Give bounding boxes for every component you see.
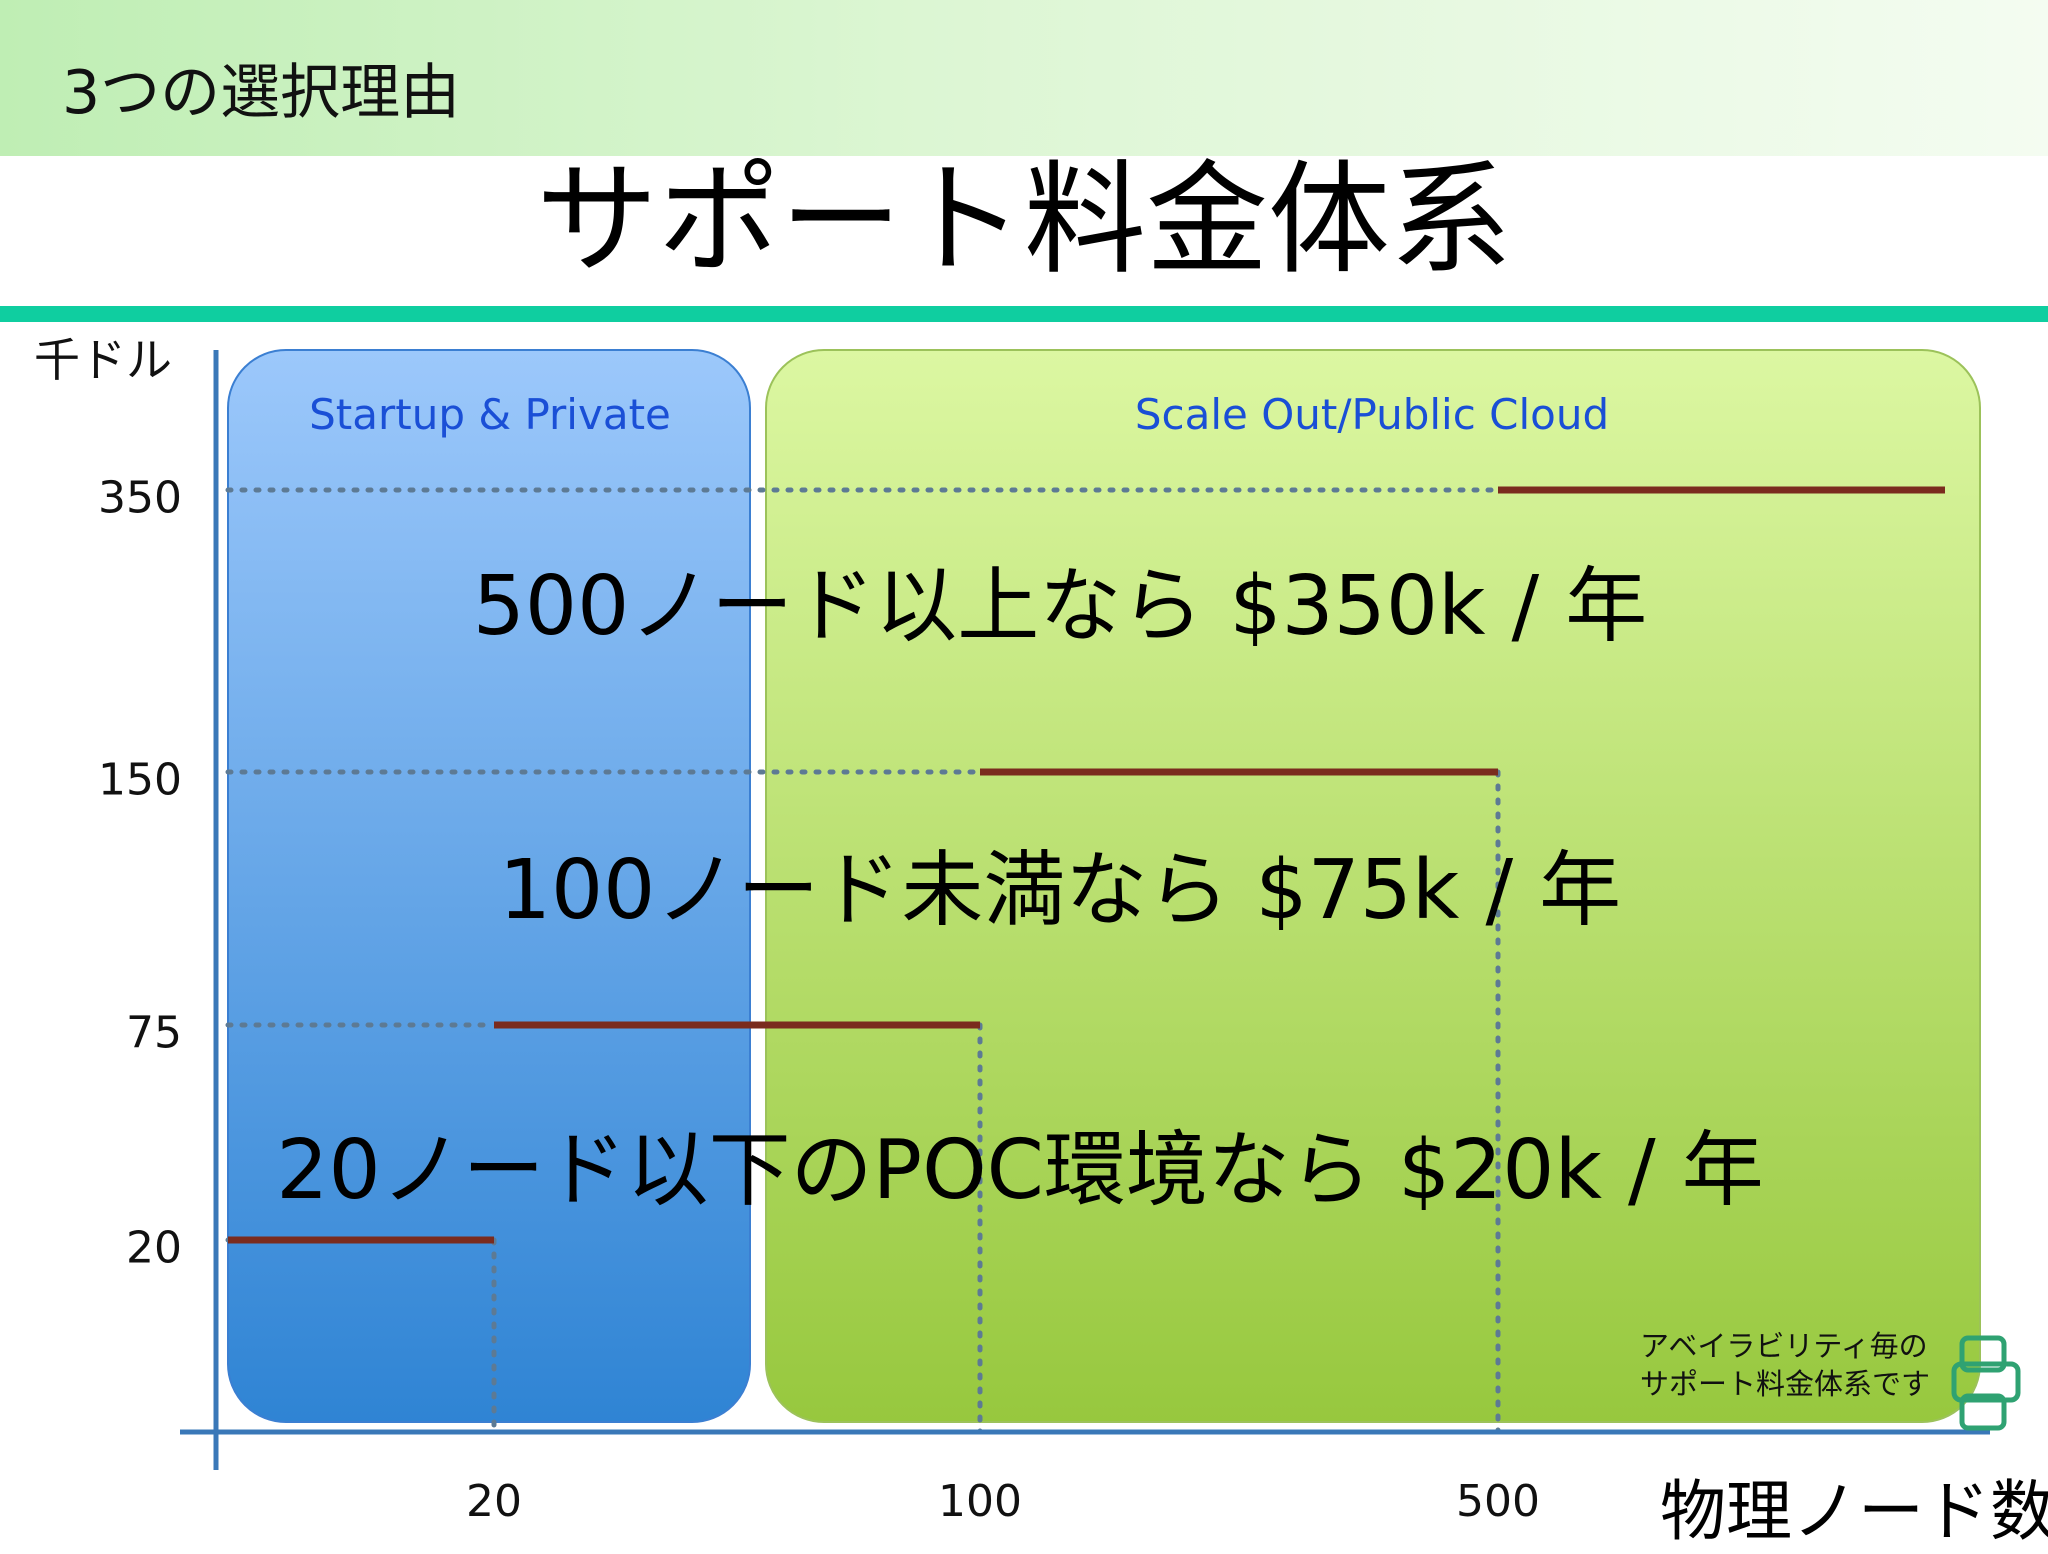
x-tick-label: 100	[938, 1476, 1022, 1527]
region-box	[227, 349, 751, 1423]
slide-title: サポート料金体系	[536, 149, 1512, 291]
y-tick-label: 20	[126, 1222, 182, 1274]
x-tick-label: 20	[466, 1476, 522, 1527]
price-annotation: 20ノード以下のPOC環境なら $20k / 年	[276, 1123, 1764, 1218]
y-axis-label: 千ドル	[34, 333, 172, 387]
section-label: 3つの選択理由	[62, 58, 461, 128]
header-band	[0, 0, 2048, 156]
title-divider	[0, 306, 2048, 322]
price-annotation: 100ノード未満なら $75k / 年	[498, 843, 1622, 938]
footnote-line: サポート料金体系です	[1640, 1366, 1931, 1401]
y-tick-label: 350	[98, 472, 182, 524]
y-tick-label: 150	[98, 754, 182, 806]
footnote: アベイラビリティ毎の サポート料金体系です	[1640, 1328, 1930, 1403]
region-box	[765, 349, 1981, 1423]
stacked-boxes-icon	[1951, 1335, 2021, 1431]
y-tick-label: 75	[126, 1007, 182, 1059]
region-label: Startup & Private	[309, 390, 671, 439]
x-axis-label: 物理ノード数	[1660, 1473, 2048, 1550]
footnote-line: アベイラビリティ毎の	[1640, 1329, 1928, 1363]
price-annotation: 500ノード以上なら $350k / 年	[472, 559, 1648, 654]
region-label: Scale Out/Public Cloud	[1134, 390, 1610, 439]
x-tick-label: 500	[1456, 1476, 1540, 1527]
